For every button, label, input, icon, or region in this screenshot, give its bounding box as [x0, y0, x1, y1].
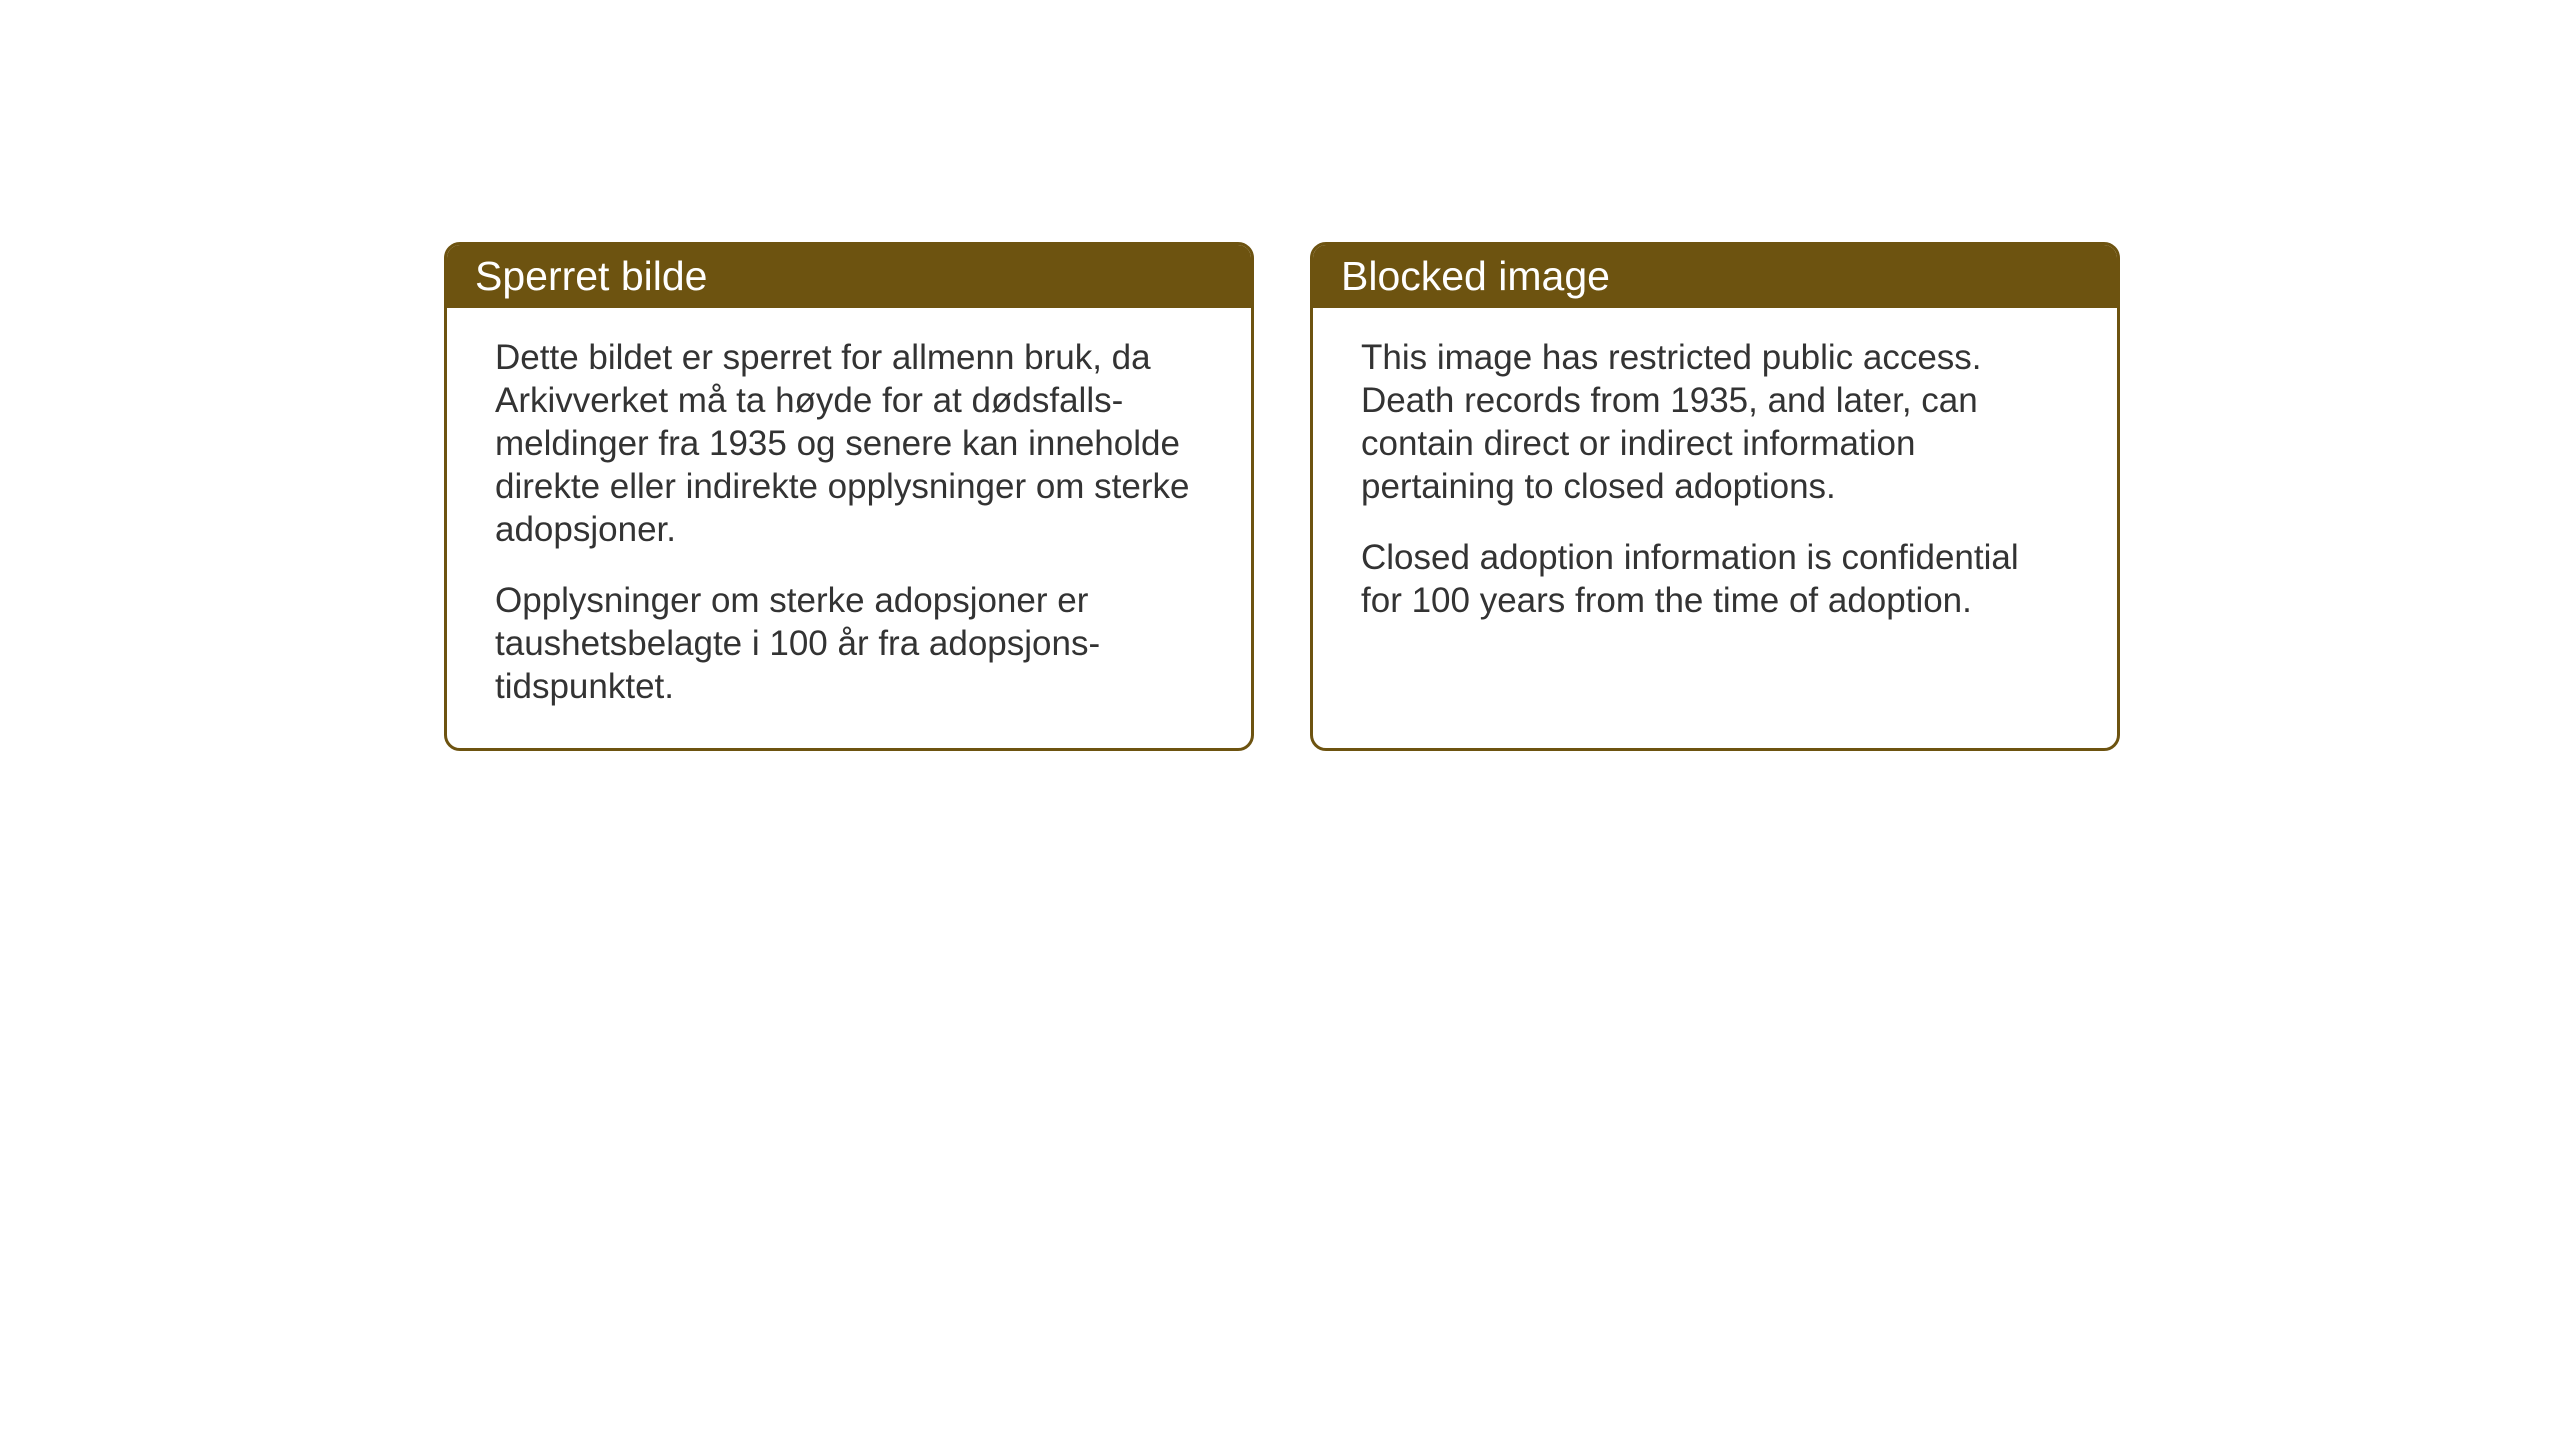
norwegian-paragraph-1: Dette bildet er sperret for allmenn bruk…: [495, 336, 1203, 551]
norwegian-paragraph-2: Opplysninger om sterke adopsjoner er tau…: [495, 579, 1203, 708]
english-paragraph-2: Closed adoption information is confident…: [1361, 536, 2069, 622]
norwegian-card-body: Dette bildet er sperret for allmenn bruk…: [447, 308, 1251, 748]
english-card-title: Blocked image: [1313, 245, 2117, 308]
notice-cards-container: Sperret bilde Dette bildet er sperret fo…: [444, 242, 2120, 751]
english-notice-card: Blocked image This image has restricted …: [1310, 242, 2120, 751]
english-paragraph-1: This image has restricted public access.…: [1361, 336, 2069, 508]
norwegian-card-title: Sperret bilde: [447, 245, 1251, 308]
norwegian-notice-card: Sperret bilde Dette bildet er sperret fo…: [444, 242, 1254, 751]
english-card-body: This image has restricted public access.…: [1313, 308, 2117, 662]
